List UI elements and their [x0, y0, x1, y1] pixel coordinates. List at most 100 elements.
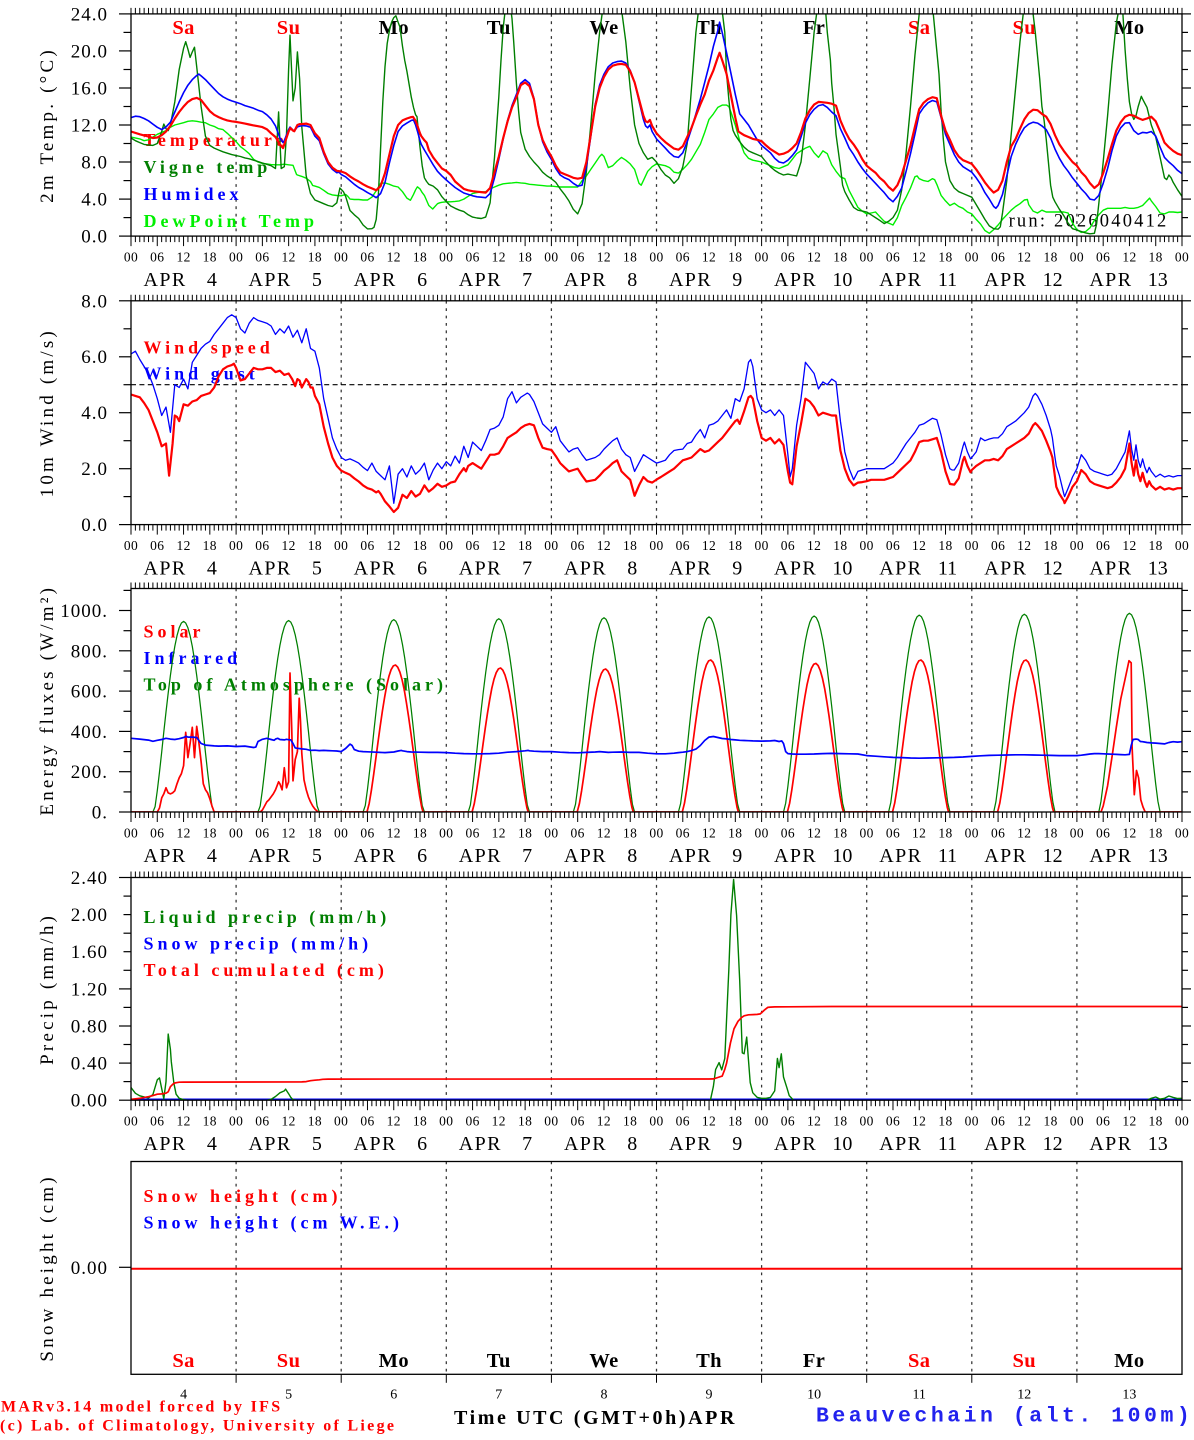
svg-text:12: 12	[1017, 826, 1031, 841]
svg-text:06: 06	[886, 249, 900, 264]
svg-text:12: 12	[176, 538, 190, 553]
svg-text:18: 18	[1043, 1114, 1057, 1129]
svg-text:24.0: 24.0	[71, 4, 108, 25]
svg-text:Sa: Sa	[172, 17, 194, 39]
svg-text:06: 06	[781, 826, 795, 841]
svg-text:12: 12	[1017, 249, 1031, 264]
svg-text:Beauvechain (alt. 100m): Beauvechain (alt. 100m)	[816, 1405, 1193, 1429]
svg-text:00: 00	[965, 826, 979, 841]
svg-text:Precip (mm/h): Precip (mm/h)	[37, 913, 58, 1065]
svg-text:Sa: Sa	[172, 1350, 194, 1372]
svg-text:We: We	[589, 17, 618, 39]
svg-text:00: 00	[1070, 826, 1084, 841]
svg-text:18: 18	[833, 249, 847, 264]
svg-text:Snow height (cm): Snow height (cm)	[37, 1174, 58, 1361]
svg-text:18: 18	[833, 826, 847, 841]
svg-text:18: 18	[623, 249, 637, 264]
svg-text:5: 5	[312, 558, 322, 580]
svg-text:APR: APR	[459, 558, 502, 580]
svg-text:00: 00	[860, 249, 874, 264]
svg-text:Su: Su	[1012, 17, 1036, 39]
svg-text:12: 12	[597, 826, 611, 841]
svg-text:13: 13	[1148, 845, 1168, 867]
svg-text:2.00: 2.00	[71, 905, 108, 926]
svg-text:00: 00	[649, 1114, 663, 1129]
svg-text:Mo: Mo	[1114, 1350, 1144, 1372]
svg-text:APR: APR	[249, 845, 292, 867]
svg-text:APR: APR	[459, 269, 502, 291]
svg-text:00: 00	[1070, 1114, 1084, 1129]
svg-text:APR: APR	[984, 558, 1027, 580]
svg-text:00: 00	[544, 826, 558, 841]
svg-text:4.0: 4.0	[81, 403, 108, 424]
svg-text:APR: APR	[144, 558, 187, 580]
svg-text:18: 18	[308, 538, 322, 553]
svg-text:2.40: 2.40	[71, 868, 108, 889]
svg-text:Time UTC (GMT+0h)APR: Time UTC (GMT+0h)APR	[454, 1407, 737, 1429]
svg-text:06: 06	[676, 538, 690, 553]
svg-text:06: 06	[465, 826, 479, 841]
svg-text:Mo: Mo	[379, 17, 409, 39]
svg-text:06: 06	[465, 538, 479, 553]
svg-text:06: 06	[991, 1114, 1005, 1129]
svg-text:12: 12	[807, 1114, 821, 1129]
svg-text:12: 12	[387, 826, 401, 841]
svg-text:8: 8	[627, 558, 637, 580]
svg-text:run: 2026040412: run: 2026040412	[1009, 211, 1169, 231]
svg-text:00: 00	[965, 538, 979, 553]
svg-text:06: 06	[360, 1114, 374, 1129]
svg-text:12: 12	[387, 1114, 401, 1129]
svg-text:00: 00	[860, 826, 874, 841]
svg-text:18: 18	[518, 826, 532, 841]
svg-text:12: 12	[597, 249, 611, 264]
svg-text:APR: APR	[879, 269, 922, 291]
svg-text:6: 6	[417, 1133, 427, 1155]
svg-text:00: 00	[649, 826, 663, 841]
svg-text:06: 06	[465, 249, 479, 264]
svg-text:APR: APR	[1089, 558, 1132, 580]
svg-text:00: 00	[229, 1114, 243, 1129]
svg-text:APR: APR	[249, 1133, 292, 1155]
svg-text:5: 5	[312, 1133, 322, 1155]
svg-text:13: 13	[1148, 1133, 1168, 1155]
svg-text:Solar: Solar	[144, 621, 205, 641]
svg-text:18: 18	[938, 1114, 952, 1129]
svg-text:06: 06	[255, 826, 269, 841]
svg-text:APR: APR	[1089, 1133, 1132, 1155]
svg-text:Tu: Tu	[487, 17, 511, 39]
svg-text:18: 18	[308, 249, 322, 264]
svg-text:00: 00	[649, 538, 663, 553]
svg-text:12: 12	[281, 249, 295, 264]
svg-text:00: 00	[1070, 249, 1084, 264]
svg-text:12: 12	[1122, 826, 1136, 841]
svg-text:06: 06	[781, 1114, 795, 1129]
svg-text:06: 06	[1096, 249, 1110, 264]
svg-text:0.: 0.	[92, 803, 108, 824]
svg-text:12: 12	[492, 249, 506, 264]
svg-text:00: 00	[1175, 538, 1189, 553]
svg-text:Wind gust: Wind gust	[144, 364, 259, 384]
svg-text:0.80: 0.80	[71, 1017, 108, 1038]
svg-text:06: 06	[255, 249, 269, 264]
svg-text:1.20: 1.20	[71, 979, 108, 1000]
svg-text:18: 18	[203, 538, 217, 553]
svg-text:00: 00	[544, 538, 558, 553]
svg-text:Fr: Fr	[803, 17, 825, 39]
svg-text:10: 10	[832, 1133, 852, 1155]
svg-text:Liquid precip (mm/h): Liquid precip (mm/h)	[144, 907, 391, 928]
svg-text:4.0: 4.0	[81, 190, 108, 211]
svg-text:06: 06	[781, 538, 795, 553]
svg-text:12: 12	[702, 249, 716, 264]
svg-text:11: 11	[912, 1387, 925, 1402]
svg-text:12: 12	[807, 249, 821, 264]
svg-text:06: 06	[886, 1114, 900, 1129]
svg-text:06: 06	[886, 538, 900, 553]
svg-text:Th: Th	[696, 17, 722, 39]
svg-text:18: 18	[203, 249, 217, 264]
svg-text:12: 12	[807, 826, 821, 841]
svg-text:APR: APR	[459, 1133, 502, 1155]
svg-text:Mo: Mo	[1114, 17, 1144, 39]
svg-text:18: 18	[1043, 826, 1057, 841]
svg-text:Top of Atmosphere (Solar): Top of Atmosphere (Solar)	[144, 675, 448, 696]
svg-text:18: 18	[728, 249, 742, 264]
